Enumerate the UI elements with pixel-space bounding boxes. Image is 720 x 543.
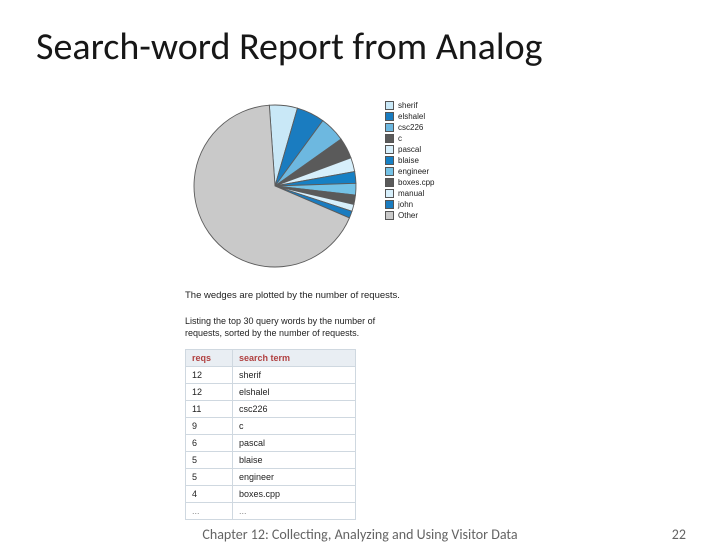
report-figure: sherifelshalelcsc226cpascalblaiseenginee…: [185, 96, 535, 520]
legend-swatch: [385, 145, 394, 154]
table-row: 6pascal: [186, 435, 356, 452]
legend-label: manual: [398, 188, 424, 199]
legend-item: pascal: [385, 144, 434, 155]
col-reqs: reqs: [186, 350, 233, 367]
legend-swatch: [385, 189, 394, 198]
page-title: Search-word Report from Analog: [36, 24, 543, 70]
legend-item: csc226: [385, 122, 434, 133]
legend-swatch: [385, 156, 394, 165]
legend-label: boxes.cpp: [398, 177, 434, 188]
slide: Search-word Report from Analog sherifels…: [0, 0, 720, 540]
legend-item: blaise: [385, 155, 434, 166]
pie-caption: The wedges are plotted by the number of …: [185, 290, 535, 301]
cell-ellipsis: ...: [233, 503, 356, 520]
legend-label: c: [398, 133, 402, 144]
legend-label: blaise: [398, 155, 419, 166]
legend-label: john: [398, 199, 413, 210]
legend-swatch: [385, 123, 394, 132]
legend-item: Other: [385, 210, 434, 221]
legend-swatch: [385, 200, 394, 209]
table-row: 5engineer: [186, 469, 356, 486]
cell-term: blaise: [233, 452, 356, 469]
cell-ellipsis: ...: [186, 503, 233, 520]
pie-svg: [185, 96, 365, 276]
cell-reqs: 4: [186, 486, 233, 503]
legend-item: engineer: [385, 166, 434, 177]
cell-reqs: 12: [186, 367, 233, 384]
cell-term: elshalel: [233, 384, 356, 401]
legend-swatch: [385, 134, 394, 143]
footer-page-number: 22: [672, 526, 686, 543]
legend-item: sherif: [385, 100, 434, 111]
cell-term: boxes.cpp: [233, 486, 356, 503]
cell-term: csc226: [233, 401, 356, 418]
legend-swatch: [385, 167, 394, 176]
legend-label: sherif: [398, 100, 418, 111]
pie-legend: sherifelshalelcsc226cpascalblaiseenginee…: [385, 100, 434, 221]
legend-item: john: [385, 199, 434, 210]
legend-label: Other: [398, 210, 418, 221]
legend-label: elshalel: [398, 111, 425, 122]
table-row-ellipsis: ......: [186, 503, 356, 520]
cell-reqs: 9: [186, 418, 233, 435]
table-caption: Listing the top 30 query words by the nu…: [185, 315, 405, 339]
legend-label: engineer: [398, 166, 429, 177]
pie-and-legend: sherifelshalelcsc226cpascalblaiseenginee…: [185, 96, 535, 276]
search-terms-table: reqs search term 12sherif12elshalel11csc…: [185, 349, 356, 520]
cell-reqs: 5: [186, 452, 233, 469]
legend-swatch: [385, 112, 394, 121]
legend-item: manual: [385, 188, 434, 199]
cell-term: sherif: [233, 367, 356, 384]
legend-label: pascal: [398, 144, 421, 155]
table-row: 12elshalel: [186, 384, 356, 401]
legend-item: boxes.cpp: [385, 177, 434, 188]
cell-reqs: 12: [186, 384, 233, 401]
cell-reqs: 5: [186, 469, 233, 486]
table-row: 5blaise: [186, 452, 356, 469]
legend-item: elshalel: [385, 111, 434, 122]
cell-reqs: 6: [186, 435, 233, 452]
table-row: 12sherif: [186, 367, 356, 384]
cell-reqs: 11: [186, 401, 233, 418]
legend-label: csc226: [398, 122, 423, 133]
cell-term: c: [233, 418, 356, 435]
legend-swatch: [385, 211, 394, 220]
table-row: 4boxes.cpp: [186, 486, 356, 503]
legend-item: c: [385, 133, 434, 144]
col-term: search term: [233, 350, 356, 367]
pie-chart: [185, 96, 365, 276]
legend-swatch: [385, 101, 394, 110]
cell-term: engineer: [233, 469, 356, 486]
footer-chapter: Chapter 12: Collecting, Analyzing and Us…: [0, 526, 720, 543]
table-row: 11csc226: [186, 401, 356, 418]
legend-swatch: [385, 178, 394, 187]
table-row: 9c: [186, 418, 356, 435]
cell-term: pascal: [233, 435, 356, 452]
